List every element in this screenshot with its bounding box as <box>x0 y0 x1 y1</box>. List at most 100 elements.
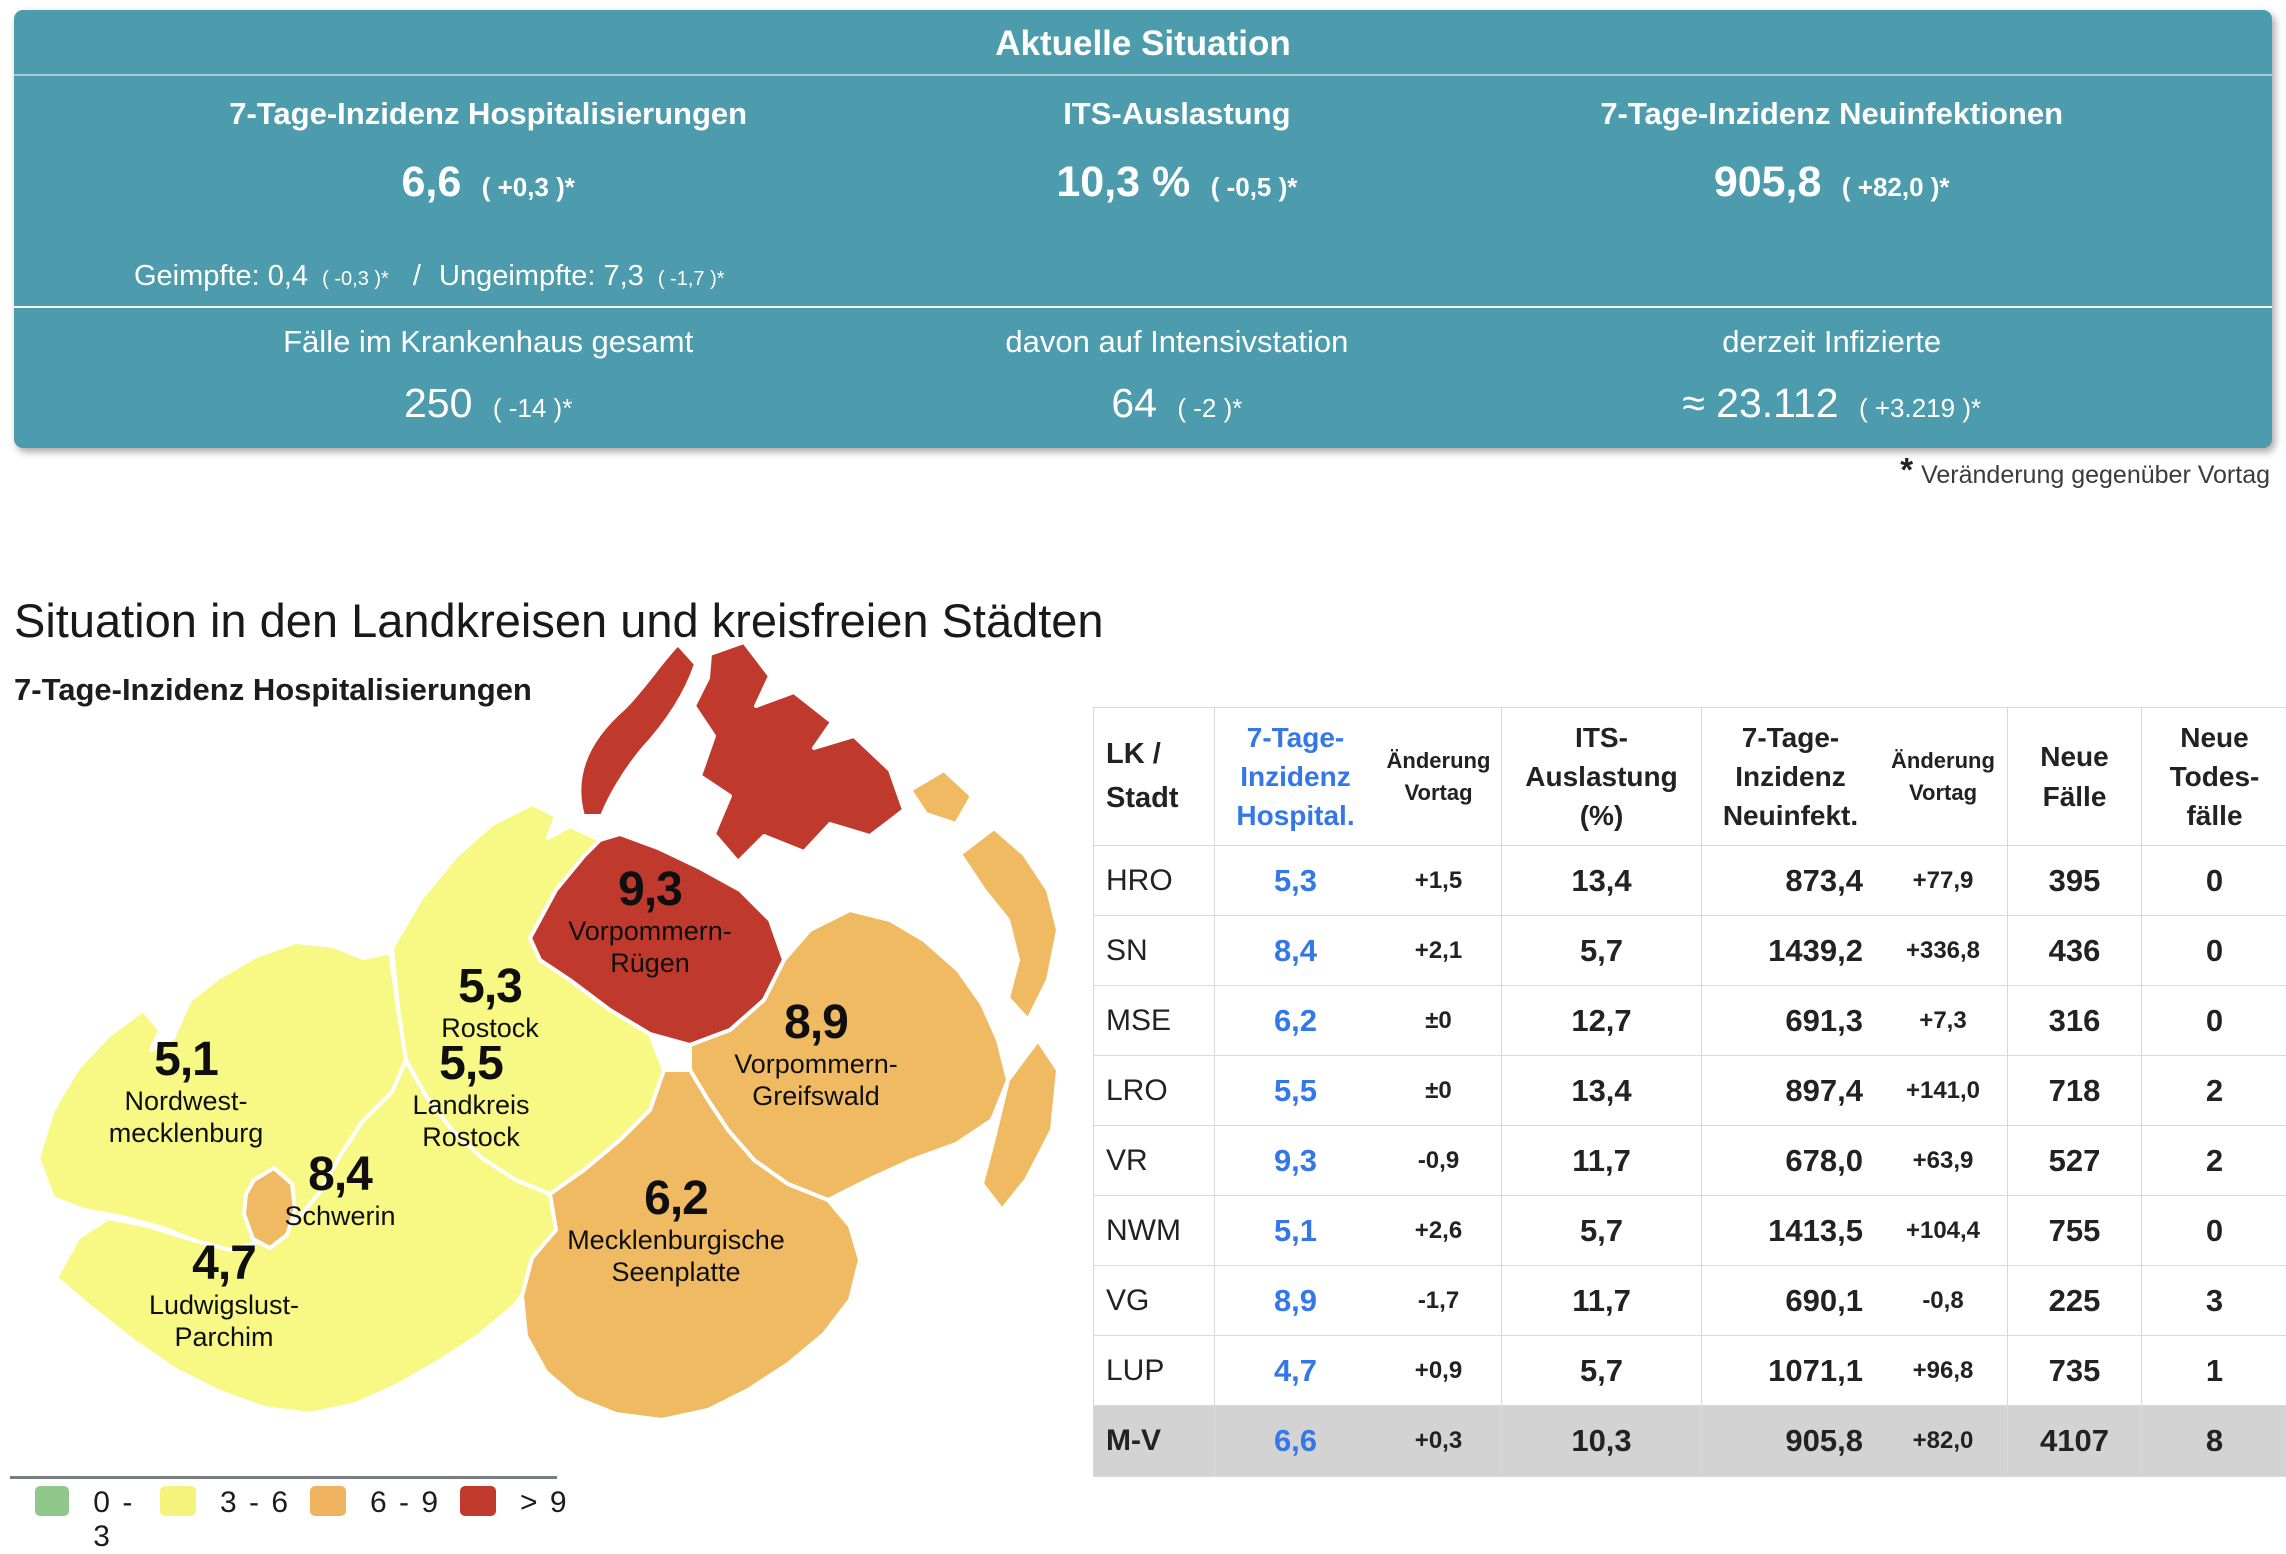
kpi-value-line: 10,3 % ( -0,5 )* <box>962 158 1391 207</box>
hosp-incidence-link[interactable]: 5,3 <box>1214 846 1376 916</box>
region-name: Rügen <box>610 948 690 979</box>
kpi-value: 905,8 <box>1713 158 1822 206</box>
hosp-incidence-link[interactable]: 5,5 <box>1214 1056 1376 1126</box>
region-name: Seenplatte <box>611 1257 741 1288</box>
its-load: 13,4 <box>1501 846 1701 916</box>
neuinfekt-incidence: 1071,1 <box>1701 1336 1879 1406</box>
map-label-schwerin: 8,4 Schwerin <box>284 1150 396 1232</box>
region-vorpommern-greifswald-usedom <box>958 826 1060 1022</box>
total-intensivstation: davon auf Intensivstation 64 ( -2 )* <box>962 324 1391 427</box>
lk-code-total: M-V <box>1094 1406 1214 1476</box>
hosp-incidence-link[interactable]: 9,3 <box>1214 1126 1376 1196</box>
its-load: 5,7 <box>1501 1336 1701 1406</box>
hosp-incidence-link[interactable]: 5,1 <box>1214 1196 1376 1266</box>
neuinfekt-incidence: 897,4 <box>1701 1056 1879 1126</box>
hosp-change: +2,6 <box>1376 1196 1501 1266</box>
new-cases: 718 <box>2007 1056 2141 1126</box>
hosp-incidence-link[interactable]: 8,4 <box>1214 916 1376 986</box>
map-label-mecklenburgische-seenplatte: 6,2 Mecklenburgische Seenplatte <box>567 1174 785 1289</box>
map-label-vorpommern-greifswald: 8,9 Vorpommern- Greifswald <box>734 998 898 1113</box>
region-name: Schwerin <box>284 1200 396 1231</box>
total-change: ( -2 )* <box>1177 393 1243 423</box>
region-name: Vorpommern- <box>568 915 732 946</box>
neuinfekt-change: +104,4 <box>1879 1196 2007 1266</box>
region-value: 4,7 <box>192 1237 257 1290</box>
hosp-incidence-link[interactable]: 6,6 <box>1214 1406 1376 1476</box>
region-name: Vorpommern- <box>734 1048 898 1079</box>
legend-item: > 9 <box>460 1486 569 1554</box>
region-value: 5,1 <box>154 1033 219 1086</box>
hosp-incidence-link[interactable]: 4,7 <box>1214 1336 1376 1406</box>
its-load: 12,7 <box>1501 986 1701 1056</box>
new-cases: 225 <box>2007 1266 2141 1336</box>
its-load: 11,7 <box>1501 1266 1701 1336</box>
legend-swatch-yellow <box>160 1486 196 1516</box>
neuinfekt-change: +141,0 <box>1879 1056 2007 1126</box>
hosp-incidence-link[interactable]: 8,9 <box>1214 1266 1376 1336</box>
legend-label: > 9 <box>520 1486 569 1519</box>
hosp-incidence-link[interactable]: 6,2 <box>1214 986 1376 1056</box>
total-value-line: 64 ( -2 )* <box>962 380 1391 427</box>
header-line: Inzidenz <box>1735 760 1846 792</box>
header-line: ITS- <box>1575 721 1628 753</box>
region-vorpommern-greifswald <box>688 908 1010 1202</box>
new-cases: 527 <box>2007 1126 2141 1196</box>
region-vorpommern-ruegen-mainland <box>528 832 786 1047</box>
total-label: Fälle im Krankenhaus gesamt <box>283 324 694 359</box>
new-deaths: 2 <box>2141 1126 2286 1196</box>
footnote: * Veränderung gegenüber Vortag <box>1900 451 2270 491</box>
legend-item: 0 - 3 <box>35 1486 160 1554</box>
region-schwerin <box>242 1166 297 1250</box>
neuinfekt-change: +63,9 <box>1879 1126 2007 1196</box>
lk-code: LUP <box>1094 1336 1214 1406</box>
header-todesfaelle: Neue Todes- fälle <box>2141 708 2286 846</box>
region-name: Mecklenburgische <box>567 1224 785 1255</box>
lk-code: SN <box>1094 916 1214 986</box>
new-deaths: 2 <box>2141 1056 2286 1126</box>
kpi-value: 6,6 <box>401 158 462 206</box>
kpi-change: ( +82,0 )* <box>1841 172 1950 202</box>
region-name: Landkreis <box>412 1089 530 1120</box>
total-value: 250 <box>404 380 473 426</box>
region-name: mecklenburg <box>108 1118 264 1149</box>
region-value: 5,3 <box>458 960 523 1013</box>
total-krankenhaus: Fälle im Krankenhaus gesamt 250 ( -14 )* <box>14 324 962 427</box>
map-label-ludwigslust-parchim: 4,7 Ludwigslust- Parchim <box>149 1237 299 1354</box>
new-cases: 4107 <box>2007 1406 2141 1476</box>
new-cases: 436 <box>2007 916 2141 986</box>
header-hosp-incidence-link[interactable]: 7-Tage- Inzidenz Hospital. <box>1214 708 1376 846</box>
total-value: ≈ 23.112 <box>1682 380 1839 426</box>
its-load: 10,3 <box>1501 1406 1701 1476</box>
neuinfekt-incidence: 678,0 <box>1701 1126 1879 1196</box>
header-line: 7-Tage- <box>1741 721 1840 753</box>
total-value-line: ≈ 23.112 ( +3.219 )* <box>1391 380 2272 427</box>
region-name: Rostock <box>422 1122 520 1153</box>
neuinfekt-incidence: 1439,2 <box>1701 916 1879 986</box>
map-title: 7-Tage-Inzidenz Hospitalisierungen <box>14 672 532 707</box>
vaccination-breakdown: Geimpfte: 0,4 ( -0,3 )* / Ungeimpfte: 7,… <box>134 260 731 293</box>
region-vorpommern-greifswald-islet <box>908 768 974 826</box>
legend-item: 3 - 6 <box>160 1486 310 1554</box>
header-line: Auslastung <box>1525 760 1678 792</box>
total-value-line: 250 ( -14 )* <box>14 380 962 427</box>
vaccinated-change: ( -0,3 )* <box>322 268 389 290</box>
new-cases: 755 <box>2007 1196 2141 1266</box>
hosp-change: -0,9 <box>1376 1126 1501 1196</box>
hosp-change: -1,7 <box>1376 1266 1501 1336</box>
map-label-rostock: 5,3 Rostock <box>441 960 539 1044</box>
aktuelle-situation-panel: Aktuelle Situation 7-Tage-Inzidenz Hospi… <box>14 10 2272 448</box>
total-label: derzeit Infizierte <box>1722 324 1942 359</box>
map-label-nordwestmecklenburg: 5,1 Nordwest- mecklenburg <box>108 1033 264 1150</box>
dashboard-page: { "panel": { "title": "Aktuelle Situatio… <box>10 10 2286 1553</box>
lk-code: NWM <box>1094 1196 1214 1266</box>
neuinfekt-change: +77,9 <box>1879 846 2007 916</box>
new-deaths: 3 <box>2141 1266 2286 1336</box>
new-cases: 316 <box>2007 986 2141 1056</box>
header-line: (%) <box>1579 800 1624 832</box>
new-deaths: 8 <box>2141 1406 2286 1476</box>
lk-code: MSE <box>1094 986 1214 1056</box>
header-line: Änderung <box>1891 747 1995 773</box>
legend-swatch-orange <box>310 1486 346 1516</box>
header-line: Änderung <box>1386 747 1491 773</box>
header-line: LK / <box>1106 738 1161 770</box>
